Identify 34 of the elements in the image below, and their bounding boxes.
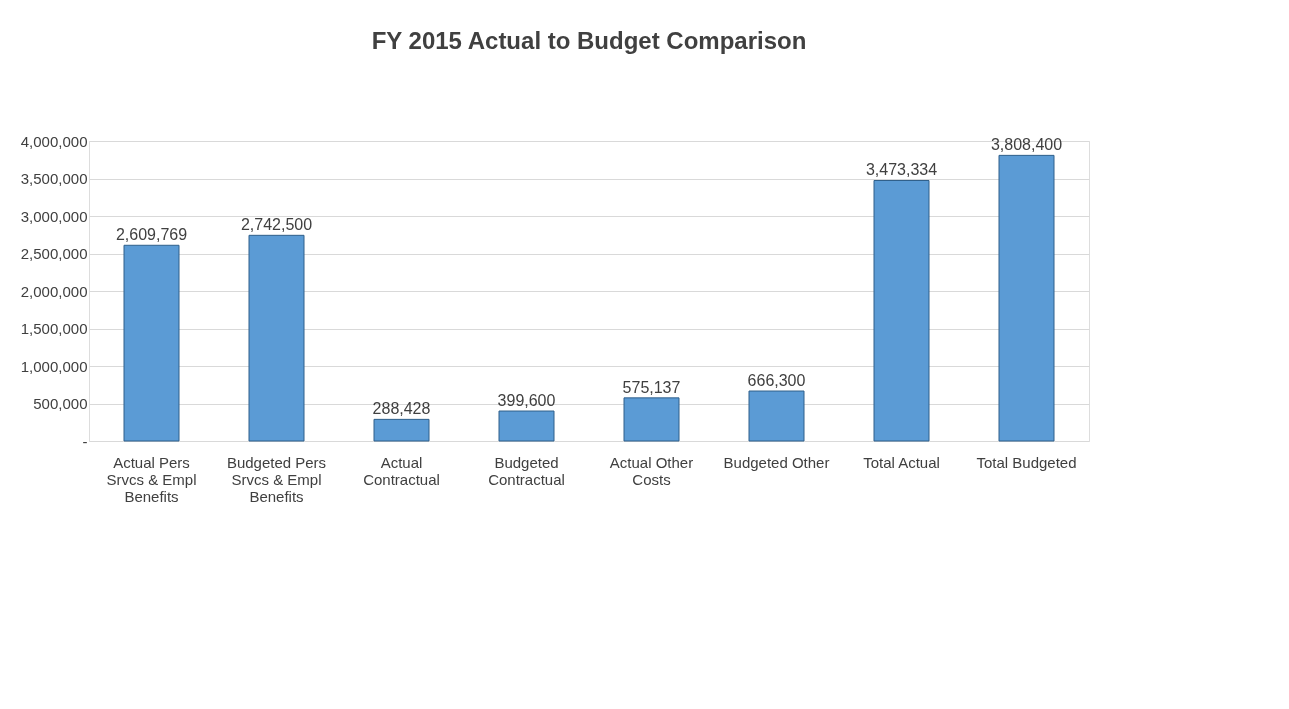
x-tick-label: Total Budgeted — [976, 453, 1077, 471]
bar — [998, 154, 1055, 442]
x-tick-label: Budgeted Other — [723, 453, 830, 471]
data-label: 666,300 — [747, 372, 806, 390]
bar — [123, 244, 180, 442]
data-label: 2,609,769 — [115, 226, 188, 244]
bar — [498, 410, 555, 442]
y-tick-label: 2,500,000 — [20, 245, 88, 262]
data-label: 575,137 — [622, 378, 681, 396]
y-tick-label: - — [82, 432, 88, 450]
bar — [748, 390, 805, 442]
x-tick-label: Budgeted Contractual — [488, 453, 565, 488]
y-tick-label: 3,000,000 — [20, 207, 88, 225]
x-tick-label: Budgeted Pers Srvcs & Empl Benefits — [226, 453, 327, 505]
y-tick-label: 1,500,000 — [20, 320, 88, 337]
y-tick-label: 500,000 — [33, 395, 88, 412]
data-label: 3,808,400 — [990, 136, 1063, 154]
data-label: 288,428 — [372, 400, 431, 418]
x-tick-label: Actual Other Costs — [609, 453, 694, 488]
bar — [248, 234, 305, 442]
x-tick-label: Actual Contractual — [363, 453, 440, 488]
data-label: 3,473,334 — [865, 161, 938, 179]
bar — [873, 180, 930, 442]
bar — [373, 418, 430, 442]
bar — [623, 397, 680, 442]
x-tick-label: Total Actual — [863, 453, 940, 471]
chart-title: FY 2015 Actual to Budget Comparison — [371, 27, 807, 54]
data-label: 2,742,500 — [240, 216, 313, 234]
y-tick-label: 3,500,000 — [20, 170, 88, 187]
data-label: 399,600 — [497, 392, 556, 410]
x-tick-label: Actual Pers Srvcs & Empl Benefits — [106, 453, 197, 505]
y-tick-label: 2,000,000 — [20, 282, 88, 300]
y-tick-label: 4,000,000 — [20, 132, 88, 150]
y-tick-label: 1,000,000 — [20, 357, 88, 375]
